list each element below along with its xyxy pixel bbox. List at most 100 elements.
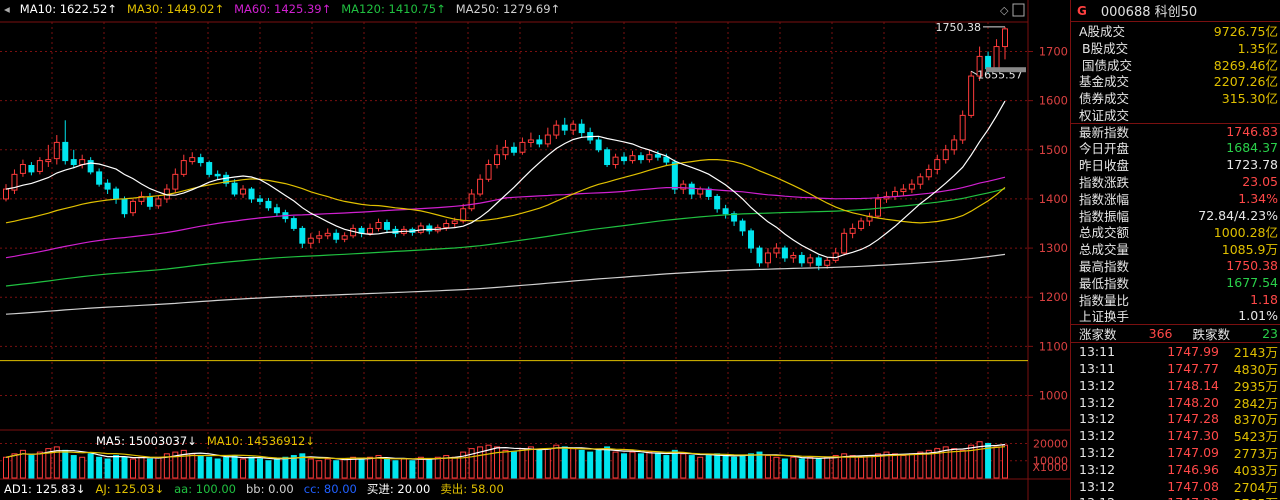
candle[interactable]: [756, 247, 763, 264]
price-chart[interactable]: 1700 1600 1500 1400 1300 1200 1100 1000 20000 100…: [0, 0, 1070, 500]
candle[interactable]: [451, 220, 458, 224]
candle[interactable]: [544, 134, 551, 145]
candle[interactable]: [680, 183, 687, 190]
candle[interactable]: [468, 193, 475, 210]
tick-row[interactable]: 13:11 1747.99 2143万: [1071, 343, 1280, 360]
candle[interactable]: [324, 232, 331, 237]
candle[interactable]: [697, 188, 704, 195]
candle[interactable]: [595, 139, 602, 151]
candle[interactable]: [781, 247, 788, 259]
collapse-icon[interactable]: ◂: [4, 2, 10, 16]
candle[interactable]: [815, 257, 822, 266]
tick-row[interactable]: 13:12 1747.28 8370万: [1071, 411, 1280, 427]
candle[interactable]: [875, 198, 882, 217]
candle[interactable]: [951, 139, 958, 151]
candle[interactable]: [942, 149, 949, 161]
candle[interactable]: [53, 141, 60, 160]
candle[interactable]: [146, 196, 153, 207]
candle[interactable]: [527, 139, 534, 143]
candle[interactable]: [375, 222, 382, 229]
chart-area[interactable]: ◂ MA10: 1622.52↑ MA30: 1449.02↑ MA60: 1425…: [0, 0, 1070, 500]
tick-row[interactable]: 13:12 1747.08 2704万: [1071, 478, 1280, 495]
candle[interactable]: [316, 235, 323, 239]
diamond-icon[interactable]: ◇: [1000, 4, 1009, 17]
candle[interactable]: [341, 235, 348, 240]
candle[interactable]: [485, 164, 492, 180]
candle[interactable]: [70, 159, 77, 166]
candle[interactable]: [925, 168, 932, 178]
candle[interactable]: [62, 141, 69, 162]
candle[interactable]: [959, 114, 966, 141]
candle[interactable]: [240, 188, 247, 195]
candle[interactable]: [426, 225, 433, 232]
candle[interactable]: [121, 198, 128, 215]
candle[interactable]: [968, 75, 975, 116]
candle[interactable]: [714, 195, 721, 210]
candle[interactable]: [773, 247, 780, 254]
tick-row[interactable]: 13:12 1748.14 2935万: [1071, 377, 1280, 394]
candle[interactable]: [824, 259, 831, 266]
candle[interactable]: [798, 254, 805, 264]
candle[interactable]: [553, 124, 560, 136]
candle[interactable]: [807, 257, 814, 264]
candle[interactable]: [934, 159, 941, 170]
candle[interactable]: [172, 173, 179, 190]
candle[interactable]: [256, 198, 263, 202]
candle[interactable]: [189, 157, 196, 163]
window-restore-icon[interactable]: [1012, 3, 1025, 17]
candle[interactable]: [646, 154, 653, 161]
candle[interactable]: [621, 156, 628, 162]
candle[interactable]: [993, 46, 1000, 70]
candle[interactable]: [891, 191, 898, 197]
candle[interactable]: [460, 208, 467, 222]
candle[interactable]: [790, 254, 797, 259]
candle[interactable]: [629, 155, 636, 162]
candle[interactable]: [367, 227, 374, 234]
candle[interactable]: [502, 146, 509, 156]
candle[interactable]: [443, 223, 450, 228]
candle[interactable]: [477, 178, 484, 195]
candle[interactable]: [841, 232, 848, 254]
candle[interactable]: [561, 124, 568, 131]
candle[interactable]: [612, 156, 619, 166]
candle[interactable]: [3, 188, 9, 200]
candle[interactable]: [206, 162, 213, 175]
candle[interactable]: [307, 237, 314, 244]
candle[interactable]: [688, 183, 695, 195]
tick-list[interactable]: 13:11 1747.99 2143万 13:11 1747.77 4830万 13:12 1…: [1071, 342, 1280, 500]
candle[interactable]: [519, 141, 526, 153]
candle[interactable]: [180, 160, 187, 175]
candle[interactable]: [138, 195, 145, 202]
candle[interactable]: [578, 123, 585, 134]
candle[interactable]: [36, 160, 43, 172]
candle[interactable]: [113, 188, 120, 200]
candle[interactable]: [764, 252, 771, 264]
candle[interactable]: [129, 200, 136, 214]
candle[interactable]: [849, 227, 856, 234]
candle[interactable]: [273, 207, 280, 214]
candle[interactable]: [197, 157, 204, 164]
candle[interactable]: [985, 55, 992, 70]
candle[interactable]: [104, 182, 111, 190]
candle[interactable]: [417, 225, 424, 233]
candle[interactable]: [671, 161, 678, 190]
tick-row[interactable]: 13:12 1747.09 2773万: [1071, 444, 1280, 461]
candle[interactable]: [45, 159, 52, 163]
candle[interactable]: [290, 218, 297, 229]
candle[interactable]: [908, 183, 915, 190]
candle[interactable]: [11, 173, 18, 191]
candle[interactable]: [976, 55, 983, 77]
candle[interactable]: [87, 160, 94, 173]
candle[interactable]: [858, 220, 865, 229]
candle[interactable]: [214, 173, 221, 177]
candle[interactable]: [383, 222, 390, 230]
tick-row[interactable]: 13:12 1746.96 4033万: [1071, 461, 1280, 478]
candle[interactable]: [654, 154, 661, 158]
candle[interactable]: [231, 182, 238, 195]
candle[interactable]: [570, 123, 577, 131]
candle[interactable]: [663, 156, 670, 163]
candle[interactable]: [510, 146, 517, 153]
candle[interactable]: [299, 227, 306, 244]
candle[interactable]: [536, 139, 543, 145]
